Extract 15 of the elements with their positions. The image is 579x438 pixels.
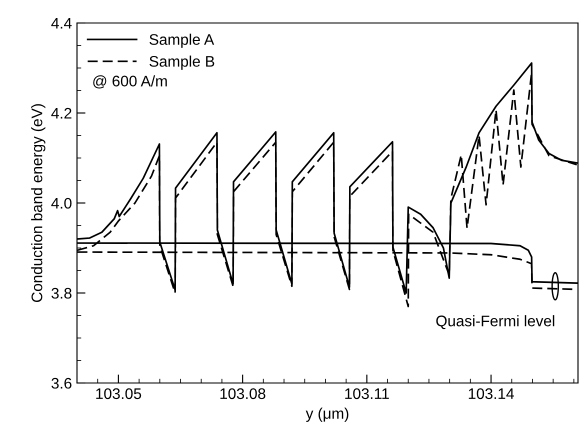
y-axis-title: Conduction band energy (eV) <box>31 104 46 302</box>
annotation: Quasi-Fermi level <box>436 315 554 330</box>
y-tick-label: 4.4 <box>51 18 72 29</box>
x-tick-label: 103.14 <box>468 388 514 400</box>
x-tick-label: 103.11 <box>345 388 389 400</box>
y-tick-label: 4.2 <box>51 108 72 119</box>
y-tick-label: 4.0 <box>51 198 72 209</box>
annotation: @ 600 A/m <box>93 75 167 88</box>
x-axis-title: y (μm) <box>306 408 348 422</box>
x-tick-label: 103.05 <box>96 388 142 400</box>
y-tick-label: 3.6 <box>51 378 72 389</box>
y-tick-label: 3.8 <box>51 288 72 299</box>
legend-label: Sample A <box>150 34 214 48</box>
x-tick-label: 103.08 <box>220 388 266 400</box>
legend-label: Sample B <box>150 56 214 70</box>
